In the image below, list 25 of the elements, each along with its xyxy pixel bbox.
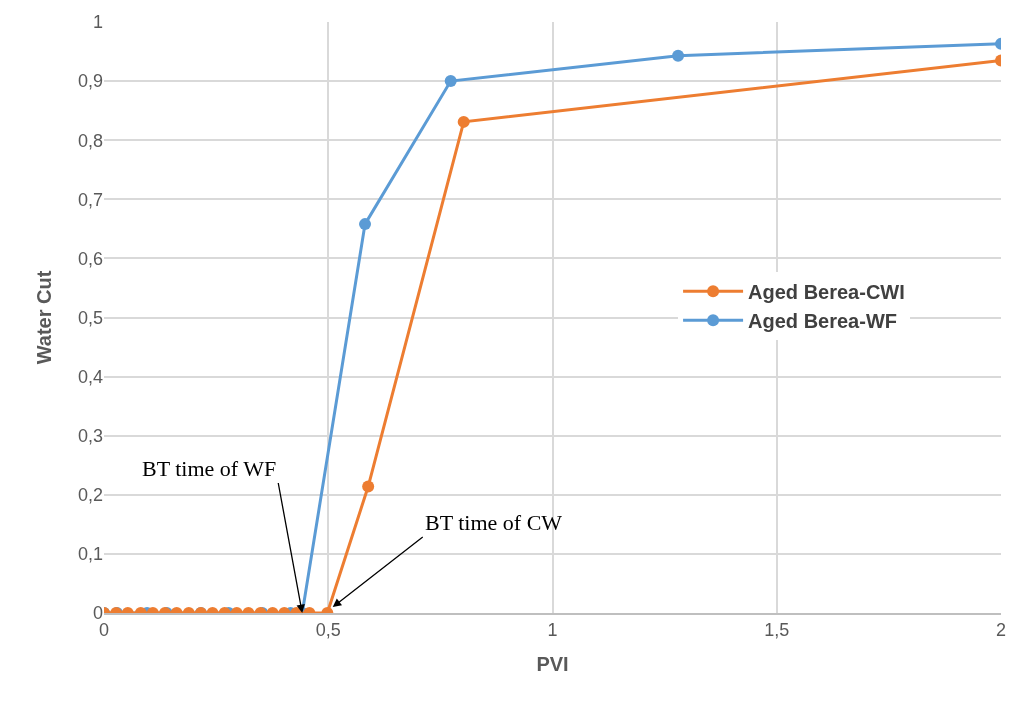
y-tick-label: 0,4	[77, 366, 103, 387]
point	[672, 49, 685, 62]
legend-label: Aged Berea-CWI	[748, 280, 905, 303]
y-tick-label: 0	[92, 603, 103, 624]
y-tick-label: 0,1	[77, 544, 103, 565]
point	[457, 115, 470, 128]
annotation: BT time of WF	[142, 456, 277, 481]
x-tick-label: 0,5	[315, 620, 341, 641]
annotation: BT time of CW	[425, 510, 563, 535]
point	[359, 218, 372, 231]
y-tick-label: 0,7	[77, 189, 103, 210]
x-tick-label: 1	[547, 620, 558, 641]
legend-label: Aged Berea-WF	[748, 309, 897, 332]
y-tick-label: 1	[92, 12, 103, 33]
y-tick-label: 0,5	[77, 307, 103, 328]
y-tick-label: 0,6	[77, 248, 103, 269]
x-axis-title: PVI	[536, 653, 569, 676]
y-tick-label: 0,8	[77, 130, 103, 151]
x-tick-label: 1,5	[764, 620, 790, 641]
y-tick-label: 0,9	[77, 71, 103, 92]
point	[444, 75, 457, 88]
x-tick-label: 2	[995, 620, 1007, 641]
y-tick-label: 0,3	[77, 426, 103, 446]
y-axis-title: Water Cut	[33, 270, 56, 365]
y-tick-label: 0,2	[77, 485, 103, 506]
